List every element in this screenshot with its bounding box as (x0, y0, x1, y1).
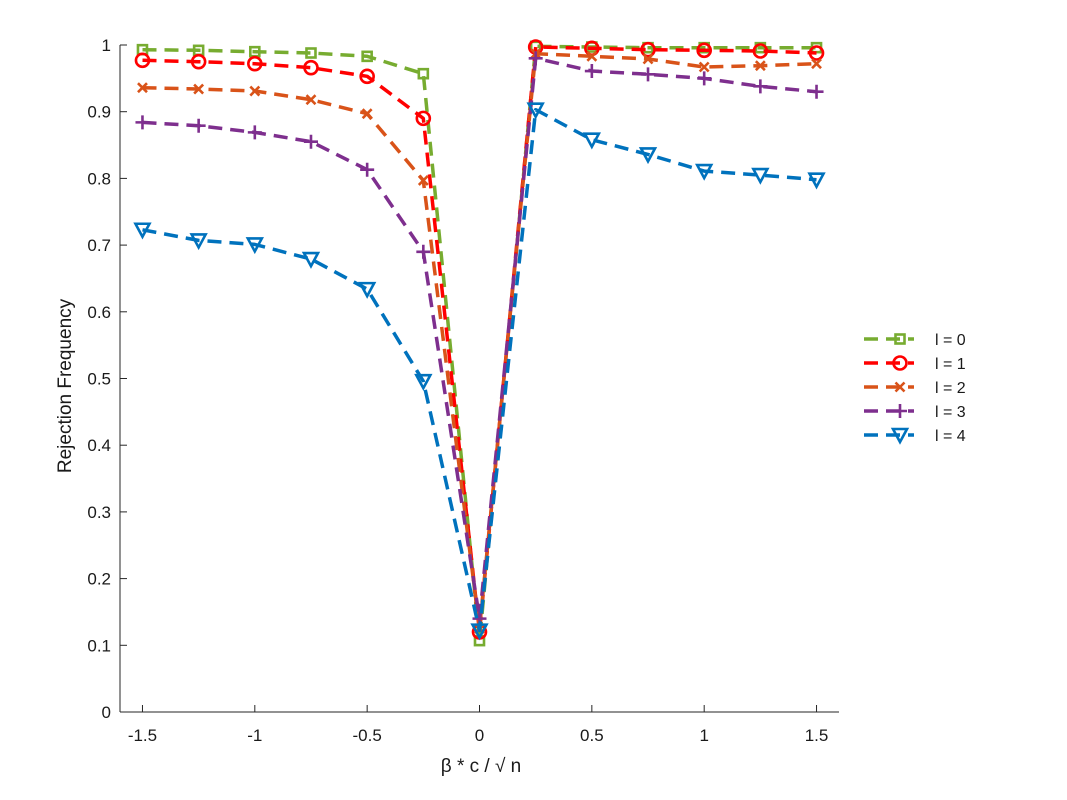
legend-marker (894, 381, 906, 393)
data-point (754, 60, 766, 72)
series-3 (135, 51, 824, 626)
x-tick-label: 0.5 (580, 726, 604, 745)
y-tick-label: 0.6 (87, 303, 111, 322)
x-tick-label: 1.5 (805, 726, 829, 745)
legend-item-3: l = 3 (864, 404, 966, 421)
y-tick-label: 0.3 (87, 503, 111, 522)
data-point (359, 68, 375, 85)
y-axis-label: Rejection Frequency (55, 298, 76, 473)
legend-label: l = 3 (935, 404, 966, 421)
legend-item-0: l = 0 (864, 332, 966, 349)
series-4 (133, 102, 826, 641)
data-point (301, 251, 321, 269)
legend-marker (894, 333, 906, 345)
data-point (134, 52, 151, 69)
series-line (142, 51, 817, 631)
data-point (695, 163, 714, 181)
y-tick-label: 0.9 (87, 103, 111, 122)
legend-label: l = 2 (935, 380, 966, 397)
data-point (807, 172, 826, 190)
x-tick-label: 1 (699, 726, 708, 745)
data-point (697, 71, 712, 86)
x-tick-label: 0 (475, 726, 484, 745)
data-point (753, 79, 768, 94)
data-point (698, 61, 710, 73)
y-tick-label: 0.8 (87, 169, 111, 188)
series-2 (137, 48, 822, 635)
data-point (696, 42, 712, 59)
data-point (811, 58, 822, 70)
data-point (586, 50, 598, 62)
data-point (417, 174, 429, 186)
data-point (470, 623, 489, 641)
data-point (133, 222, 152, 240)
series-line (142, 107, 817, 633)
data-point (305, 47, 317, 59)
data-point (526, 102, 545, 120)
data-point (360, 162, 375, 177)
y-tick-label: 0.1 (87, 636, 111, 655)
data-point (361, 108, 373, 120)
data-point (135, 115, 150, 130)
x-tick-label: -1 (247, 726, 262, 745)
data-point (528, 51, 543, 66)
y-tick-label: 1 (102, 36, 111, 55)
data-point (416, 244, 431, 259)
data-point (189, 233, 208, 251)
data-point (809, 84, 824, 99)
series-line (142, 56, 817, 621)
data-point (642, 53, 654, 65)
data-point (415, 110, 432, 127)
y-tick-label: 0.7 (87, 236, 111, 255)
y-tick-label: 0.5 (87, 370, 111, 389)
y-tick-label: 0.4 (87, 436, 111, 455)
legend-label: l = 0 (935, 332, 966, 349)
x-tick-label: -0.5 (353, 726, 382, 745)
data-point (137, 82, 148, 94)
legend-item-2: l = 2 (864, 380, 966, 397)
legend-item-4: l = 4 (864, 427, 966, 445)
data-point (414, 373, 433, 391)
y-tick-label: 0.2 (87, 570, 111, 589)
data-point (305, 94, 317, 106)
data-point (417, 67, 430, 80)
data-point (751, 167, 770, 185)
legend-marker (893, 404, 907, 418)
data-point (808, 45, 825, 61)
legend-item-1: l = 1 (864, 355, 966, 373)
data-point (357, 281, 377, 299)
data-point (245, 237, 264, 255)
x-tick-label: -1.5 (128, 726, 157, 745)
data-point (752, 43, 769, 59)
data-point (247, 125, 262, 140)
legend-marker (890, 427, 910, 445)
x-axis-label: β * c / √ n (441, 756, 522, 777)
data-point (190, 53, 207, 70)
data-point (638, 147, 658, 165)
legend-marker (892, 355, 908, 371)
series-group (133, 39, 826, 647)
data-point (303, 59, 319, 76)
data-point (641, 67, 656, 82)
data-point (582, 132, 602, 150)
legend-label: l = 1 (935, 356, 966, 373)
series-line (142, 44, 817, 643)
y-tick-label: 0 (102, 703, 111, 722)
data-point (640, 41, 656, 58)
data-point (249, 85, 261, 97)
data-point (191, 118, 206, 133)
data-point (303, 134, 318, 149)
legend-label: l = 4 (935, 428, 966, 445)
data-point (247, 55, 263, 72)
axes: -1.5 -1 -0.5 0 0.5 1 1.5 0 0.1 0.2 0.3 0.4 0.5 0.6 0.7… (87, 36, 839, 745)
legend: l = 0 l = 1 l = 2 l = 3 l = 4 (864, 332, 966, 445)
series-line (142, 45, 817, 634)
data-point (193, 83, 205, 95)
data-point (361, 50, 373, 63)
data-point (584, 64, 599, 79)
